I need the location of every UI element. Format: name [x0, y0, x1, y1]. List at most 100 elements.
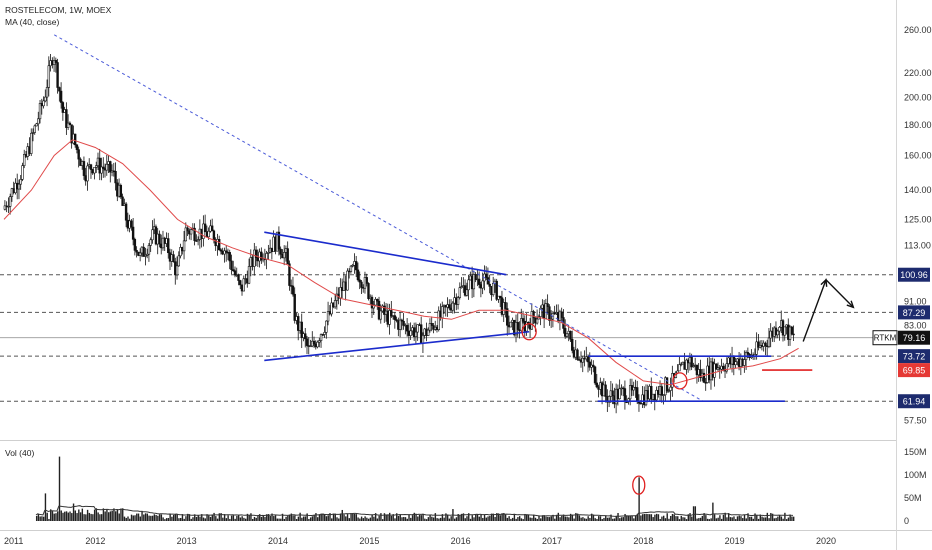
candle-body: [367, 283, 370, 299]
volume-bar: [35, 516, 38, 521]
candle-body: [532, 311, 535, 319]
volume-bar: [74, 510, 77, 521]
candle-body: [669, 386, 672, 391]
volume-bar: [720, 518, 723, 521]
volume-bar: [257, 516, 259, 521]
volume-bar: [259, 514, 261, 521]
volume-bar: [583, 518, 586, 521]
time-tick-label: 2016: [451, 536, 471, 546]
volume-bars: [35, 456, 795, 521]
volume-bar: [387, 514, 389, 521]
volume-bar: [374, 513, 377, 521]
volume-bar: [448, 518, 451, 521]
volume-bar: [722, 514, 725, 521]
candle-body: [611, 390, 614, 397]
volume-bar: [376, 518, 379, 521]
price-label-box: [898, 267, 930, 282]
volume-bar: [322, 513, 324, 521]
volume-bar: [777, 516, 779, 521]
volume-bar: [380, 513, 382, 521]
volume-bar: [742, 518, 744, 521]
volume-bar: [334, 513, 336, 521]
volume-bar: [527, 514, 530, 521]
volume-bar: [759, 514, 762, 521]
candle-body: [588, 361, 591, 368]
volume-bar: [364, 516, 366, 521]
time-tick-label: 2018: [633, 536, 653, 546]
volume-bar: [229, 518, 231, 521]
volume-bar: [269, 516, 271, 521]
volume-bar: [422, 513, 424, 521]
volume-bar: [655, 513, 658, 521]
volume-bar: [308, 518, 310, 521]
volume-bar: [791, 516, 793, 521]
volume-bar: [385, 514, 387, 521]
price-tick-label: 220.00: [904, 68, 932, 78]
volume-bar: [671, 514, 674, 521]
price-label-box: [898, 330, 930, 345]
volume-bar: [469, 518, 472, 521]
candle-body: [546, 303, 549, 308]
volume-bar: [677, 516, 679, 521]
volume-bar: [136, 513, 138, 521]
candle-body: [565, 333, 569, 337]
volume-bar: [183, 518, 185, 521]
candle-body: [356, 269, 360, 281]
volume-tick-label: 0: [904, 516, 909, 526]
volume-bar: [740, 516, 742, 521]
candle-body: [713, 363, 716, 378]
volume-bar: [267, 514, 270, 521]
volume-bar: [287, 515, 289, 521]
volume-bar: [445, 513, 447, 521]
price-candles: [3, 54, 795, 414]
volume-bar: [620, 517, 623, 521]
volume-bar: [501, 513, 503, 521]
candle-body: [316, 341, 319, 348]
volume-bar: [784, 512, 786, 521]
volume-bar: [227, 515, 229, 521]
volume-bar: [181, 514, 184, 521]
candle-body: [277, 231, 281, 250]
volume-bar: [404, 517, 407, 521]
candle-body: [175, 265, 179, 276]
volume-bar: [550, 516, 552, 521]
candle-body: [196, 239, 200, 242]
volume-bar: [123, 516, 126, 521]
volume-bar: [250, 513, 252, 521]
candle-body: [484, 273, 488, 278]
volume-bar: [680, 515, 682, 521]
volume-bar: [466, 516, 468, 521]
volume-bar: [67, 512, 69, 521]
candle-body: [138, 252, 142, 256]
candle-body: [131, 226, 135, 240]
volume-tick-label: 50M: [904, 493, 922, 503]
volume-bar: [111, 510, 113, 521]
candle-body: [293, 293, 296, 321]
volume-bar: [381, 519, 384, 521]
volume-bar: [350, 513, 352, 521]
candle-body: [47, 65, 51, 88]
volume-bar: [301, 517, 303, 521]
candle-body: [456, 297, 460, 305]
candle-body: [333, 300, 337, 308]
candle-body: [304, 333, 307, 340]
volume-bar: [754, 513, 756, 521]
candle-body: [19, 179, 22, 185]
volume-bar: [782, 518, 784, 521]
candle-body: [254, 249, 258, 258]
candle-body: [460, 286, 463, 288]
volume-bar: [617, 512, 619, 521]
volume-bar: [153, 514, 156, 521]
volume-bar: [390, 515, 393, 521]
volume-bar: [432, 517, 435, 521]
volume-bar: [670, 515, 672, 521]
volume-bar: [204, 518, 206, 521]
candle-body: [265, 253, 268, 260]
candle-body: [114, 171, 117, 184]
volume-bar: [151, 515, 154, 521]
candle-body: [321, 334, 325, 336]
price-tick-label: 260.00: [904, 25, 932, 35]
volume-bar: [511, 517, 514, 521]
candle-body: [318, 340, 321, 343]
volume-bar: [610, 514, 612, 521]
